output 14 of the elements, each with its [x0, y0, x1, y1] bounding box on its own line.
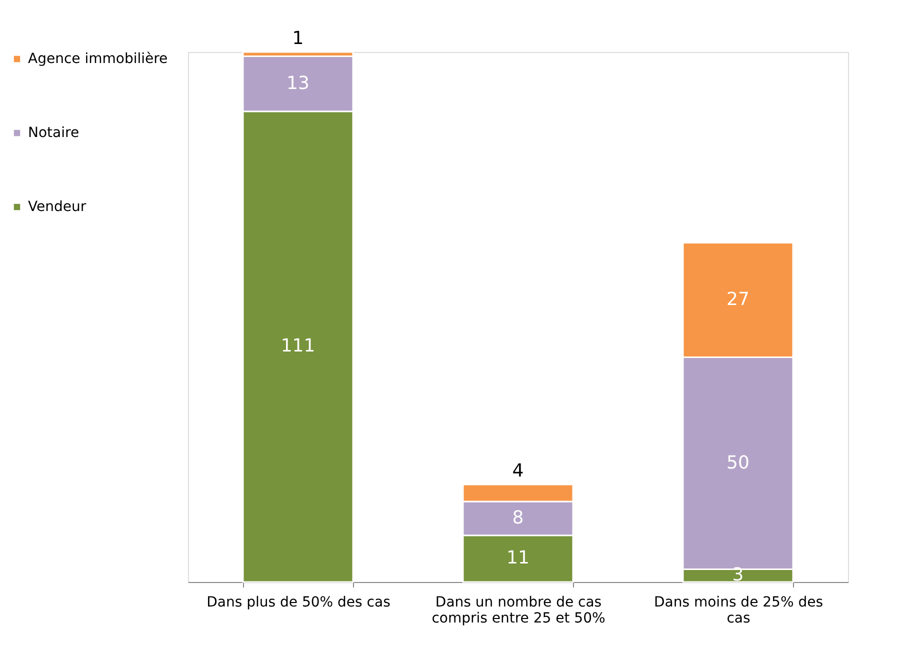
- x-tick-label: Dans moins de 25% des cas: [654, 594, 823, 626]
- legend-label: Vendeur: [28, 199, 86, 215]
- legend-label: Agence immobilière: [28, 51, 168, 67]
- data-label: 4: [512, 460, 524, 482]
- data-label: 13: [286, 72, 310, 94]
- data-label: 8: [512, 507, 524, 528]
- x-tick-label: Dans un nombre de cas compris entre 25 et 50%: [432, 594, 606, 626]
- data-label: 11: [506, 548, 530, 569]
- data-label: 111: [280, 336, 316, 357]
- data-label: 50: [726, 452, 750, 474]
- legend-label: Notaire: [28, 125, 80, 141]
- data-label: 27: [726, 289, 750, 310]
- x-tick-label: Dans plus de 50% des cas: [206, 594, 390, 610]
- data-label: 1: [292, 28, 304, 49]
